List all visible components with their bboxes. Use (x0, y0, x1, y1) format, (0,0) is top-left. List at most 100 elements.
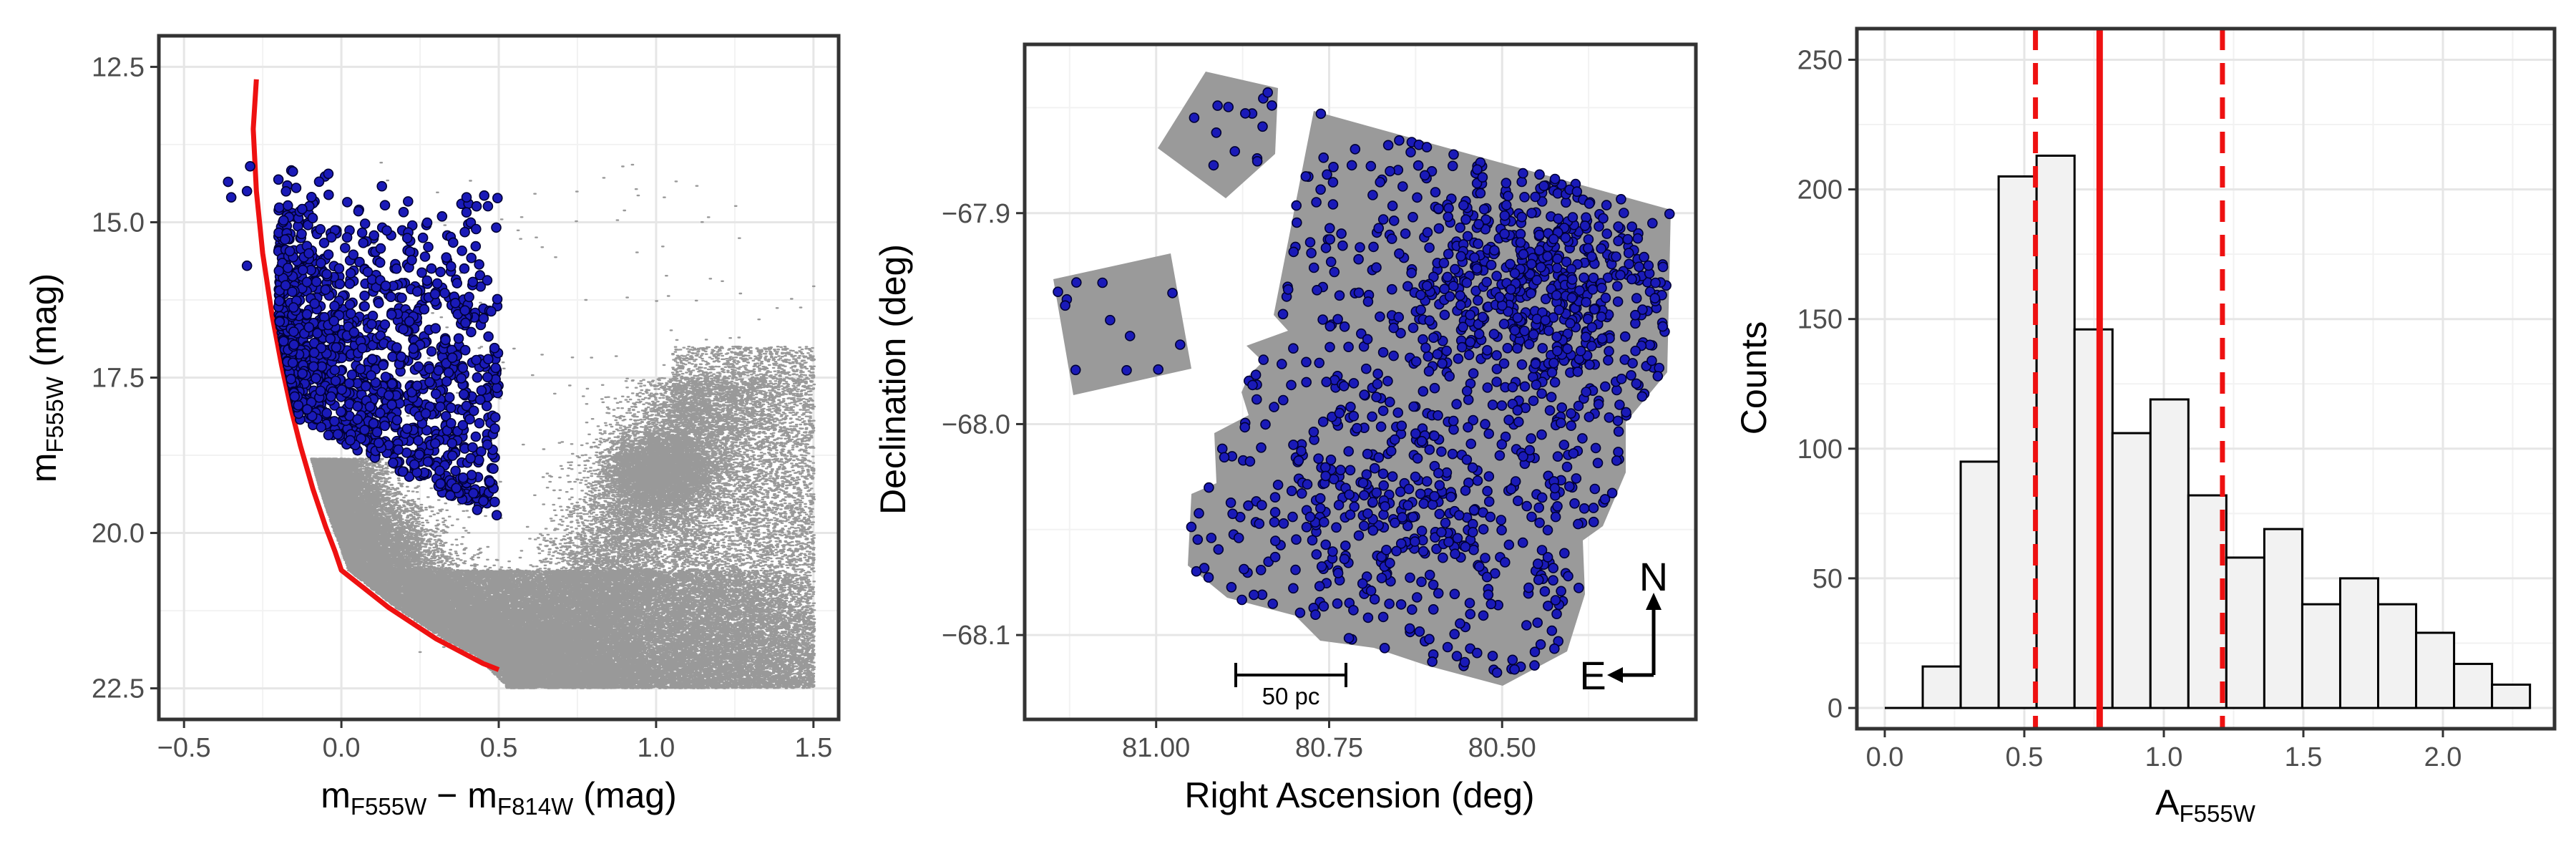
cmd-selected-star (471, 200, 482, 212)
sky-star (1167, 288, 1178, 299)
cmd-selected-star (476, 385, 487, 396)
cmd-selected-star (329, 364, 341, 376)
sky-star (1410, 428, 1421, 440)
sky-star (1613, 221, 1624, 232)
sky-star (1450, 548, 1460, 560)
cmd-selected-star (474, 394, 486, 405)
cmd-selected-star (459, 305, 471, 316)
sky-star (1489, 245, 1500, 256)
cmd-selected-star (472, 504, 483, 515)
hist-x-tick-label: 1.5 (2285, 742, 2323, 772)
sky-star (1369, 462, 1380, 474)
sky-star (1329, 266, 1340, 278)
sky-star (1443, 536, 1454, 548)
sky-star (1566, 292, 1578, 304)
cmd-selected-star (373, 298, 384, 309)
cmd-selected-star (398, 324, 409, 335)
sky-star (1465, 608, 1475, 620)
sky-star (1581, 387, 1591, 397)
cmd-selected-star (492, 293, 503, 305)
sky-star (1459, 656, 1470, 668)
sky-star (1649, 293, 1660, 304)
sky-star (1375, 177, 1385, 188)
sky-star (1424, 444, 1435, 455)
hist-y-tick-label: 0 (1828, 694, 1843, 724)
cmd-selected-star (359, 218, 371, 229)
sky-star (1619, 331, 1631, 342)
sky-star (1453, 510, 1465, 521)
sky-star (1496, 515, 1507, 525)
sky-star (1388, 350, 1399, 361)
sky-star (1385, 558, 1395, 568)
sky-star (1488, 329, 1500, 340)
sky-star (1553, 304, 1565, 316)
sky-star (1291, 534, 1302, 545)
hist-y-axis-label: Counts (1734, 321, 1774, 435)
sky-star (1616, 373, 1627, 384)
sky-star (1216, 443, 1228, 455)
sky-star (1358, 520, 1370, 531)
sky-star (1552, 253, 1563, 264)
sky-star (1387, 471, 1398, 482)
cmd-selected-star (422, 456, 434, 467)
sky-star (1626, 221, 1637, 233)
cmd-selected-star (296, 228, 307, 240)
cmd-selected-star (280, 280, 291, 291)
cmd-selected-star (336, 384, 348, 395)
sky-star (1442, 641, 1453, 653)
sky-star (1362, 334, 1373, 345)
sky-star (1603, 355, 1614, 366)
sky-star (1349, 501, 1360, 513)
sky-star (1153, 364, 1163, 375)
sky-star (1478, 203, 1490, 215)
cmd-selected-star (341, 232, 353, 243)
cmd-selected-star (478, 495, 489, 507)
sky-star (1491, 667, 1503, 678)
sky-star (1451, 651, 1463, 661)
cmd-selected-star (416, 267, 427, 278)
sky-star (1455, 251, 1466, 262)
sky-star (1613, 447, 1624, 457)
sky-star (1588, 503, 1599, 513)
sky-star (1225, 497, 1236, 508)
compass: N E (1579, 554, 1668, 698)
sky-star (1509, 664, 1520, 675)
sky-star (1320, 539, 1331, 550)
cmd-selected-star (291, 183, 302, 193)
hist-bar (2491, 683, 2532, 709)
sky-star (1395, 599, 1407, 610)
sky-star (1367, 190, 1378, 200)
sky-star (1536, 545, 1548, 555)
cmd-y-tick-label: 12.5 (92, 52, 145, 82)
sky-star (1579, 220, 1591, 231)
hist-y-tick-label: 100 (1797, 435, 1843, 465)
sky-star (1461, 385, 1473, 397)
cmd-x-tick-label: 0.0 (323, 733, 361, 763)
sky-star (1262, 87, 1273, 98)
cmd-selected-star (326, 391, 336, 402)
cmd-selected-star (466, 252, 477, 263)
sky-star (1458, 200, 1469, 211)
sky-star (1175, 339, 1186, 350)
sky-star (1606, 487, 1618, 499)
cmd-selected-star (411, 380, 423, 392)
sky-star (1569, 498, 1580, 509)
sky-star (1468, 505, 1480, 515)
sky-star (1424, 634, 1435, 645)
sky-star (1348, 605, 1359, 616)
sky-star (1596, 333, 1608, 344)
cmd-selected-star (241, 260, 253, 271)
sky-star (1624, 258, 1634, 270)
cmd-selected-star (273, 202, 285, 213)
sky-star (1551, 331, 1562, 342)
cmd-selected-star (323, 430, 334, 441)
cmd-selected-star (348, 326, 360, 338)
cmd-selected-star (489, 496, 500, 508)
sky-star (1546, 367, 1558, 378)
sky-star (1448, 149, 1459, 160)
cmd-x-tick-label: −0.5 (157, 733, 211, 763)
histogram-panel: 0.0 0.5 1.0 1.5 2.0 0 50 100 150 200 250 AF555W Co… (1734, 26, 2557, 827)
cmd-x-tick-label: 1.0 (637, 733, 675, 763)
sky-star (1272, 480, 1284, 490)
hist-y-tick-label: 200 (1797, 175, 1843, 205)
